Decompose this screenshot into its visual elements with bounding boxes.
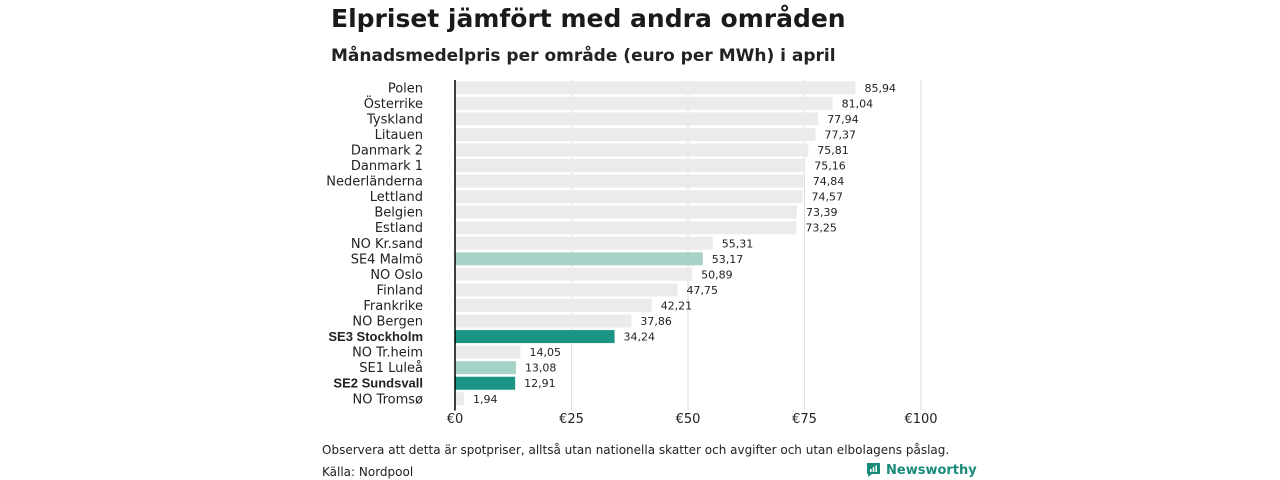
category-label: NO Kr.sand: [351, 237, 423, 252]
category-label: Frankrike: [363, 299, 423, 314]
category-label: SE2 Sundsvall: [333, 376, 423, 391]
bar: [455, 283, 678, 297]
chart-subtitle: Månadsmedelpris per område (euro per MWh…: [331, 46, 836, 66]
bar: [455, 81, 856, 95]
value-label: 12,91: [524, 377, 556, 390]
category-label: Estland: [375, 221, 423, 236]
category-label: Polen: [388, 81, 423, 96]
value-label: 1,94: [473, 393, 498, 406]
value-label: 75,81: [817, 144, 849, 157]
value-label: 53,17: [712, 253, 744, 266]
value-label: 74,57: [811, 191, 843, 204]
value-label: 73,39: [806, 206, 838, 219]
value-label: 13,08: [525, 362, 557, 375]
value-label: 74,84: [813, 175, 845, 188]
bar-chart: Polen 85,94 Österrike 81,04 Tyskland 77,94 Lit…: [326, 80, 938, 427]
x-tick-label: €0: [447, 412, 464, 427]
bar: [455, 361, 516, 375]
source-credit: Källa: Nordpool: [322, 465, 414, 479]
brand-name: Newsworthy: [886, 462, 977, 478]
x-tick-label: €100: [904, 412, 937, 427]
bar: [455, 376, 516, 390]
category-label: Finland: [377, 283, 423, 298]
category-label: Danmark 2: [351, 143, 423, 158]
bar: [455, 112, 819, 126]
bar: [455, 127, 816, 141]
bar: [455, 330, 615, 344]
bar: [455, 392, 465, 406]
value-label: 73,25: [805, 222, 837, 235]
bar: [455, 252, 703, 266]
value-label: 81,04: [842, 97, 874, 110]
value-label: 85,94: [864, 82, 896, 95]
category-label: NO Tromsø: [352, 392, 423, 407]
category-label: NO Tr.heim: [352, 346, 423, 361]
value-label: 37,86: [640, 315, 672, 328]
bar: [455, 205, 797, 219]
newsworthy-logo-icon: [867, 463, 880, 477]
category-label: Tyskland: [366, 112, 423, 127]
category-label: Danmark 1: [351, 159, 423, 174]
category-label: Lettland: [370, 190, 423, 205]
category-label: SE4 Malmö: [351, 252, 423, 267]
bar: [455, 314, 632, 328]
category-label: Belgien: [374, 206, 423, 221]
value-label: 34,24: [624, 331, 656, 344]
value-label: 42,21: [661, 299, 693, 312]
x-tick-label: €50: [676, 412, 701, 427]
category-label: NO Bergen: [352, 315, 423, 330]
value-label: 77,37: [825, 128, 857, 141]
bar: [455, 159, 806, 173]
x-tick-label: €75: [792, 412, 817, 427]
value-label: 50,89: [701, 268, 733, 281]
value-label: 55,31: [722, 237, 754, 250]
bar: [455, 174, 804, 188]
category-label: SE3 Stockholm: [328, 329, 423, 344]
value-label: 75,16: [814, 160, 846, 173]
category-label: Österrike: [364, 95, 423, 112]
value-label: 47,75: [687, 284, 719, 297]
value-label: 77,94: [827, 113, 859, 126]
bar: [455, 267, 693, 281]
bar: [455, 96, 833, 110]
bar: [455, 221, 797, 235]
category-label: SE1 Luleå: [359, 361, 423, 376]
category-label: Nederländerna: [326, 175, 423, 190]
category-label: Litauen: [375, 128, 423, 143]
bar: [455, 236, 713, 250]
category-label: NO Oslo: [370, 268, 423, 283]
bar: [455, 143, 809, 157]
brand-logo: Newsworthy: [866, 462, 977, 478]
x-tick-label: €25: [559, 412, 584, 427]
chart-title: Elpriset jämfört med andra områden: [331, 4, 846, 33]
bar: [455, 298, 652, 312]
value-label: 14,05: [529, 346, 561, 359]
bar: [455, 345, 521, 359]
footnote: Observera att detta är spotpriser, allts…: [322, 443, 950, 457]
bar: [455, 190, 803, 204]
